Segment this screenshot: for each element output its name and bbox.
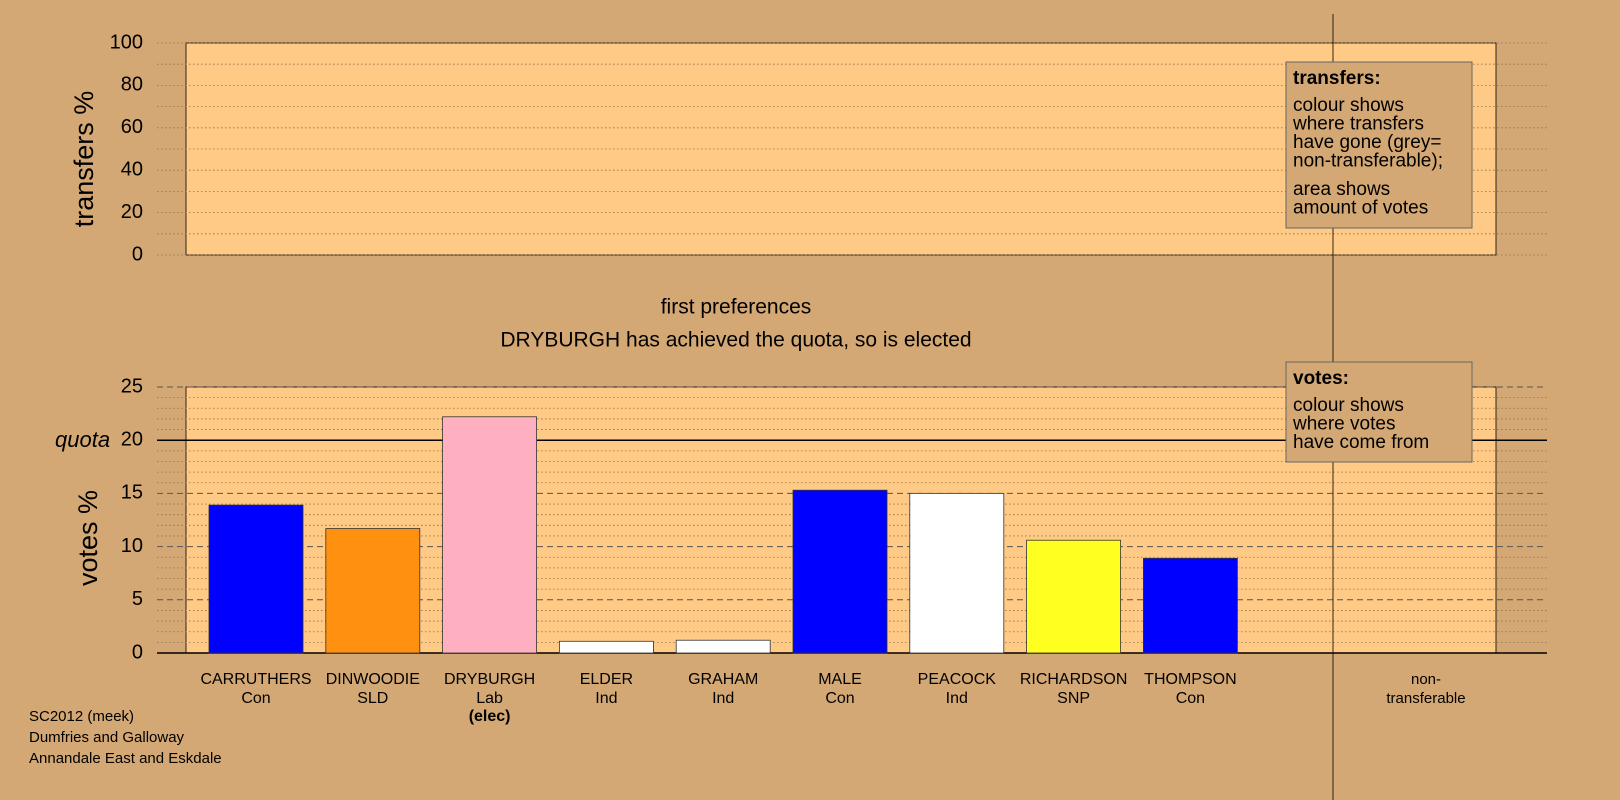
bar xyxy=(442,416,538,654)
chart-title: first preferences xyxy=(661,296,812,319)
party-label: Con xyxy=(241,690,270,707)
y-axis-label: votes % xyxy=(73,490,103,586)
legend-title: votes: xyxy=(1293,368,1349,389)
chart-subtitle: DRYBURGH has achieved the quota, so is e… xyxy=(500,329,971,352)
x-tick-label: PEACOCK xyxy=(918,671,997,688)
legend-box xyxy=(1285,361,1473,463)
legend-text: amount of votes xyxy=(1293,198,1428,219)
bar xyxy=(1026,539,1121,654)
legend-text: colour shows xyxy=(1293,395,1404,416)
bar xyxy=(909,492,1005,654)
legend-title: transfers: xyxy=(1293,68,1381,89)
bar xyxy=(559,640,654,654)
x-tick-label: DINWOODIE xyxy=(326,671,420,688)
bar xyxy=(208,504,304,654)
footer-text: SC2012 (meek) xyxy=(29,708,134,725)
footer-text: Dumfries and Galloway xyxy=(29,729,185,746)
x-tick-label: CARRUTHERS xyxy=(200,671,311,688)
y-tick-label: 40 xyxy=(121,158,143,180)
x-tick-label: ELDER xyxy=(580,671,633,688)
party-label: SNP xyxy=(1057,690,1090,707)
footer-text: Annandale East and Eskdale xyxy=(29,750,222,767)
legend-box xyxy=(1285,61,1473,229)
y-tick-label: 20 xyxy=(121,428,143,450)
legend-text: area shows xyxy=(1293,179,1390,200)
x-tick-label: THOMPSON xyxy=(1144,671,1236,688)
party-label: Ind xyxy=(712,690,734,707)
quota-label: quota xyxy=(55,427,110,452)
legend-text: colour shows xyxy=(1293,95,1404,116)
bar xyxy=(792,489,888,654)
party-label: Con xyxy=(825,690,854,707)
nontransferable-label: non- xyxy=(1411,671,1441,688)
y-tick-label: 10 xyxy=(121,535,143,557)
y-tick-label: 80 xyxy=(121,74,143,96)
y-tick-label: 25 xyxy=(121,375,143,397)
party-label: SLD xyxy=(357,690,388,707)
legend-text: have come from xyxy=(1293,432,1429,453)
y-tick-label: 60 xyxy=(121,116,143,138)
y-tick-label: 5 xyxy=(132,588,143,610)
x-tick-label: GRAHAM xyxy=(688,671,758,688)
y-tick-label: 0 xyxy=(132,243,143,265)
bar xyxy=(1143,557,1238,654)
party-label: Lab xyxy=(476,690,503,707)
legend-text: where votes xyxy=(1292,414,1395,435)
party-label: Ind xyxy=(595,690,617,707)
legend-text: where transfers xyxy=(1292,114,1424,135)
party-label: Con xyxy=(1176,690,1205,707)
bar xyxy=(675,639,771,654)
y-tick-label: 0 xyxy=(132,641,143,663)
legend-text: non-transferable); xyxy=(1293,151,1443,172)
y-tick-label: 20 xyxy=(121,201,143,223)
y-axis-label: transfers % xyxy=(69,91,99,228)
status-label: (elec) xyxy=(469,708,511,725)
x-tick-label: DRYBURGH xyxy=(444,671,535,688)
nontransferable-label: transferable xyxy=(1386,690,1465,707)
y-tick-label: 100 xyxy=(110,31,143,53)
party-label: Ind xyxy=(946,690,968,707)
legend-text: have gone (grey= xyxy=(1293,132,1441,153)
y-tick-label: 15 xyxy=(121,482,143,504)
bar xyxy=(325,528,421,654)
x-tick-label: RICHARDSON xyxy=(1020,671,1128,688)
x-tick-label: MALE xyxy=(818,671,862,688)
